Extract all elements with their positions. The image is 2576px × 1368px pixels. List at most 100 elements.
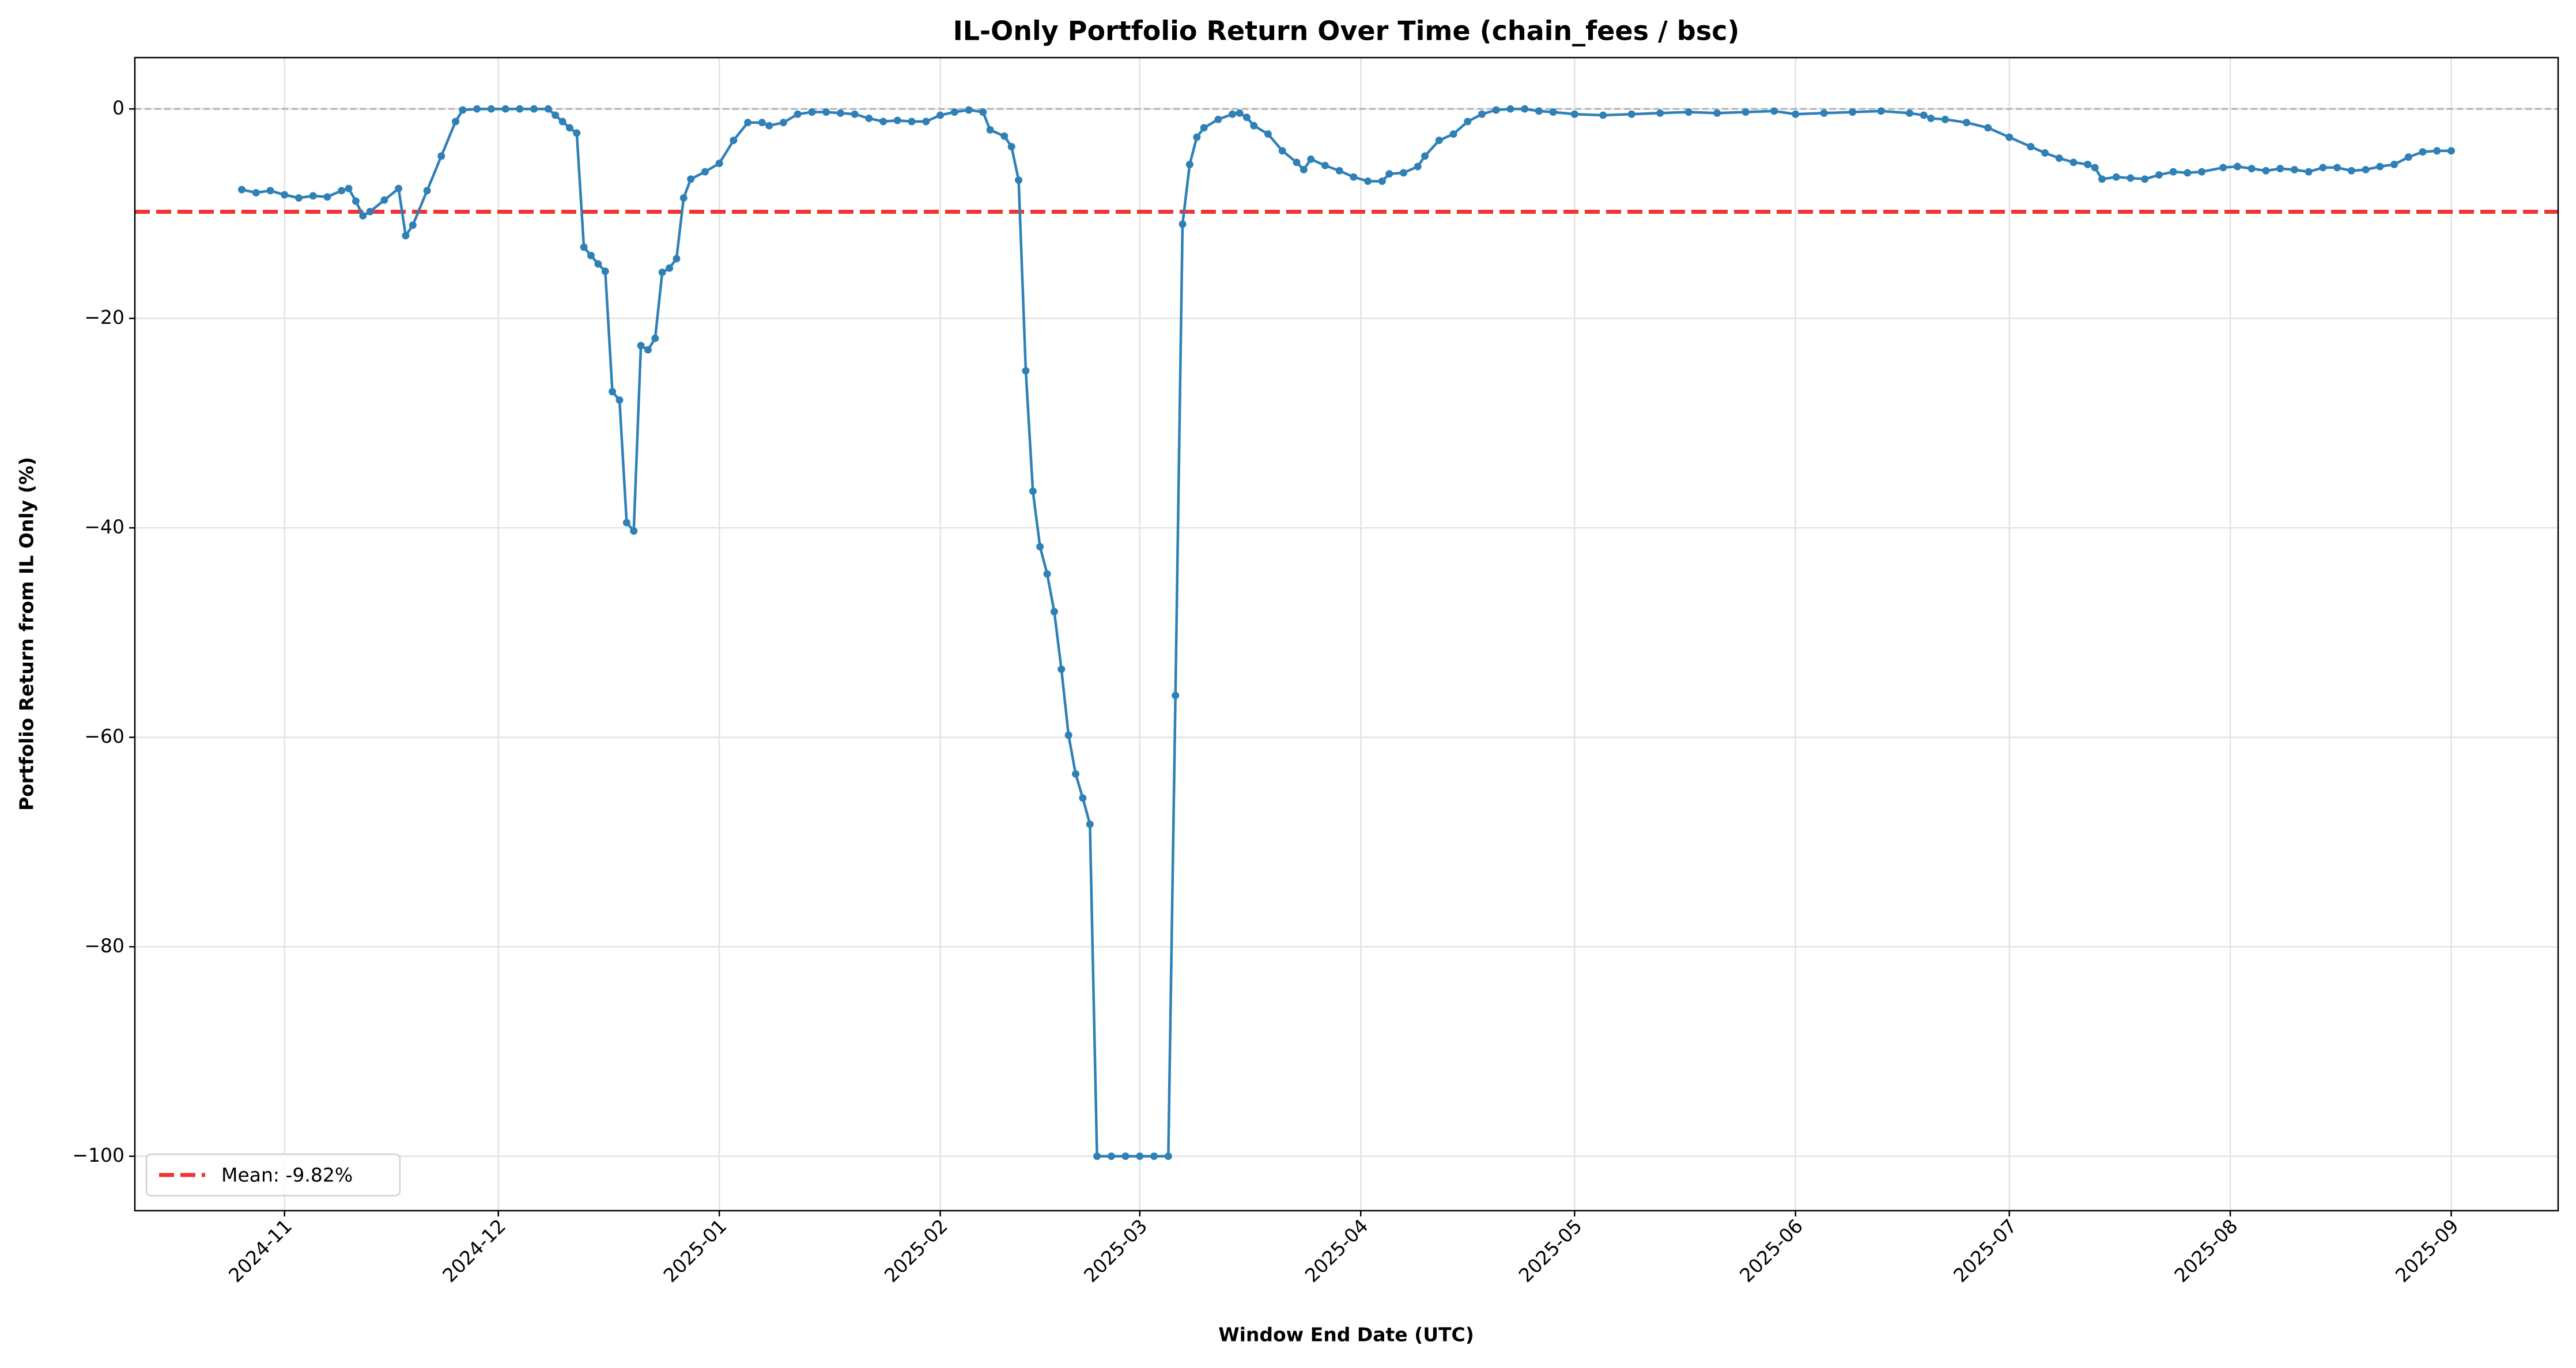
y-tick-label: −60 — [84, 725, 124, 747]
data-point — [1656, 109, 1664, 117]
data-point — [1385, 170, 1393, 178]
data-point — [2333, 164, 2341, 172]
data-point — [423, 187, 431, 195]
data-point — [1179, 220, 1187, 228]
data-point — [323, 193, 331, 201]
data-point — [879, 118, 887, 126]
data-point — [2262, 167, 2270, 175]
data-point — [1036, 543, 1044, 551]
data-point — [1984, 124, 1992, 132]
data-point — [1684, 108, 1693, 116]
legend-label: Mean: -9.82% — [221, 1164, 353, 1186]
data-point — [452, 118, 460, 126]
data-point — [651, 334, 659, 342]
data-point — [666, 264, 674, 272]
data-point — [1242, 114, 1251, 122]
data-point — [1770, 107, 1778, 115]
data-point — [601, 267, 609, 275]
data-point — [281, 191, 289, 199]
data-point — [1064, 731, 1072, 739]
data-point — [1300, 165, 1308, 173]
data-point — [2248, 165, 2256, 173]
data-point — [2433, 147, 2441, 155]
data-point — [580, 243, 588, 251]
data-point — [1000, 132, 1009, 140]
y-tick-label: −80 — [84, 935, 124, 957]
data-point — [573, 129, 581, 137]
data-point — [1093, 1152, 1101, 1160]
x-tick-label: 2024-12 — [438, 1215, 510, 1287]
data-point — [1079, 794, 1087, 802]
data-point — [936, 111, 945, 119]
data-point — [1906, 109, 1914, 117]
data-point — [2233, 163, 2241, 171]
data-point — [2155, 171, 2163, 179]
data-point — [2347, 167, 2355, 175]
data-point — [1121, 1152, 1130, 1160]
data-point — [2027, 142, 2035, 150]
x-tick-label: 2025-06 — [1735, 1215, 1807, 1287]
data-point — [2198, 168, 2206, 176]
data-point — [2055, 154, 2063, 162]
data-point — [594, 260, 602, 268]
data-point — [437, 152, 445, 160]
data-point — [1029, 487, 1037, 495]
data-point — [2376, 163, 2384, 171]
data-point — [352, 197, 360, 205]
data-point — [1492, 106, 1500, 114]
data-point — [1229, 110, 1237, 118]
x-tick-label: 2025-08 — [2170, 1215, 2242, 1287]
data-point — [965, 106, 973, 114]
data-point — [758, 119, 766, 127]
data-point — [2219, 164, 2227, 172]
data-point — [701, 168, 709, 176]
data-point — [2419, 148, 2427, 156]
data-point — [2126, 174, 2135, 182]
data-point — [2098, 175, 2106, 183]
data-point — [1849, 108, 1857, 116]
x-tick-label: 2024-11 — [224, 1215, 296, 1287]
data-point — [679, 194, 688, 202]
data-point — [1264, 130, 1272, 138]
data-point — [1214, 115, 1222, 123]
plot-frame — [134, 56, 2559, 1212]
data-point — [1713, 109, 1721, 117]
data-point — [2005, 133, 2014, 141]
data-point — [644, 346, 652, 354]
data-point — [2041, 149, 2049, 157]
data-point — [1022, 366, 1030, 375]
data-point — [2069, 158, 2078, 167]
data-point — [1464, 118, 1472, 126]
data-point — [1307, 155, 1315, 163]
data-point — [1962, 119, 1970, 127]
data-point — [794, 110, 802, 118]
data-point — [1185, 160, 1193, 168]
data-point — [1877, 107, 1885, 115]
data-point — [622, 519, 630, 527]
x-tick-label: 2025-04 — [1301, 1215, 1373, 1287]
data-point — [779, 119, 787, 127]
data-point — [1627, 110, 1636, 118]
data-point — [865, 114, 873, 122]
data-point — [1007, 142, 1015, 150]
data-point — [2141, 175, 2149, 183]
data-point — [1250, 122, 1258, 130]
data-point — [730, 137, 738, 145]
data-point — [1293, 158, 1301, 167]
data-point — [501, 105, 509, 113]
data-point — [979, 108, 987, 116]
data-point — [252, 188, 260, 196]
legend: Mean: -9.82% — [145, 1153, 401, 1197]
data-point — [473, 105, 481, 113]
data-point — [637, 342, 645, 350]
data-point — [1941, 115, 1949, 123]
data-point — [765, 122, 773, 130]
data-point — [2084, 160, 2092, 168]
data-point — [587, 251, 595, 259]
data-point — [1107, 1152, 1115, 1160]
data-point — [1920, 111, 1928, 119]
x-axis-label: Window End Date (UTC) — [1218, 1324, 1474, 1346]
data-point — [908, 118, 916, 126]
y-tick-label: 0 — [112, 97, 124, 119]
